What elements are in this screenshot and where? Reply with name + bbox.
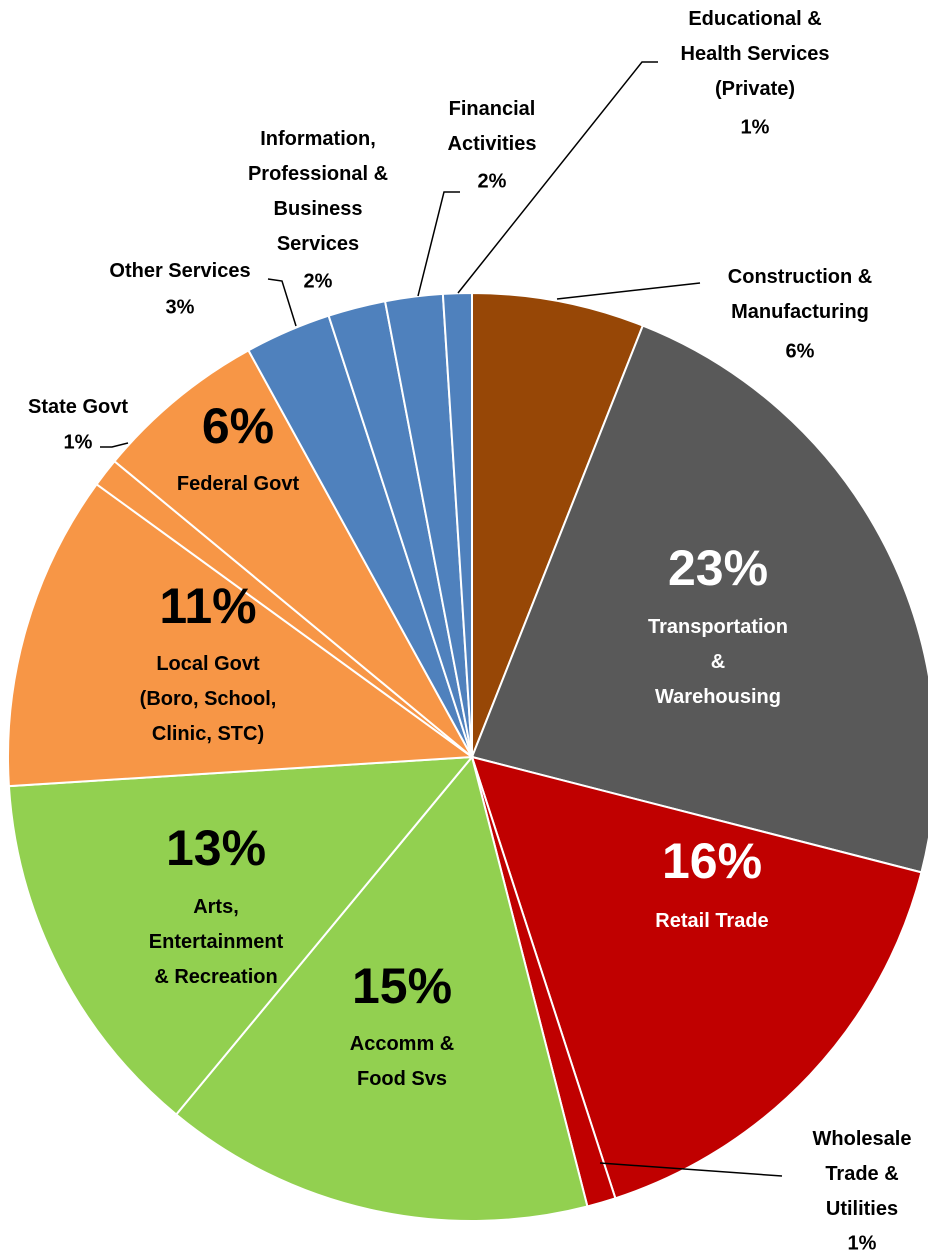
value-label: 1% [848,1232,877,1254]
slice-label: Construction & Manufacturing [728,266,872,323]
slice-label: Local Govt (Boro, School, Clinic, STC) [140,653,277,745]
pie-slice [470,755,923,1200]
label-line: & Recreation [154,966,277,988]
label-line: Accomm & [350,1033,454,1055]
label-line: Warehousing [655,686,781,708]
label-line: Local Govt [156,653,260,675]
label-line: Other Services [109,260,250,282]
label-line: Clinic, STC) [152,723,264,745]
label-line: Health Services [681,43,830,65]
value-label: 6% [202,398,274,454]
label-line: Entertainment [149,931,284,953]
label-line: Food Svs [357,1068,447,1090]
slice-label: Federal Govt [177,473,300,495]
value-label: 16% [662,833,762,889]
value-label: 23% [668,540,768,596]
value-label: 6% [786,340,815,362]
leader-line [267,278,297,327]
label-line: Information, [260,128,376,150]
slice-label: Transportation & Warehousing [648,616,788,708]
label-line: (Private) [715,78,795,100]
pie-slice [113,349,473,758]
label-line: Educational & [688,8,821,30]
slice-label: Retail Trade [655,910,768,932]
value-label: 1% [64,431,93,453]
value-label: 15% [352,958,452,1014]
slice-label: Educational & Health Services (Private) [681,8,830,100]
value-label: 13% [166,820,266,876]
pie-slice [7,755,475,1116]
label-line: & [711,651,725,673]
label-line: Services [277,233,359,255]
label-line: Retail Trade [655,910,768,932]
leader-line [457,61,658,294]
slice-label: Wholesale Trade & Utilities [813,1128,912,1220]
pie-slice [471,291,645,758]
slice-label: Financial Activities [448,98,537,155]
label-line: State Govt [28,396,128,418]
label-line: (Boro, School, [140,688,277,710]
value-label: 3% [166,296,195,318]
leader-line [100,442,129,448]
value-label: 11% [159,578,256,634]
slice-label: State Govt [28,396,128,418]
leader-line [556,282,701,300]
label-line: Manufacturing [731,301,869,323]
value-label: 2% [304,270,333,292]
pie-slice [470,324,928,874]
value-label: 1% [741,116,770,138]
pie-slice [441,291,473,758]
leader-line [599,1162,783,1177]
label-line: Financial [449,98,536,120]
value-label: 2% [478,170,507,192]
slice-label: Accomm & Food Svs [350,1033,454,1090]
pie-slice [174,754,589,1222]
label-line: Wholesale [813,1128,912,1150]
label-line: Federal Govt [177,473,300,495]
label-line: Activities [448,133,537,155]
slice-label: Other Services [109,260,250,282]
label-line: Construction & [728,266,872,288]
label-line: Arts, [193,896,239,918]
leader-line [417,191,460,297]
label-line: Transportation [648,616,788,638]
slice-label: Information, Professional & Business Servic… [248,128,388,255]
label-line: Professional & [248,163,388,185]
label-line: Utilities [826,1198,898,1220]
pie-slice [7,482,475,788]
label-line: Trade & [825,1163,898,1185]
slice-label: Arts, Entertainment & Recreation [149,896,284,988]
label-line: Business [274,198,363,220]
